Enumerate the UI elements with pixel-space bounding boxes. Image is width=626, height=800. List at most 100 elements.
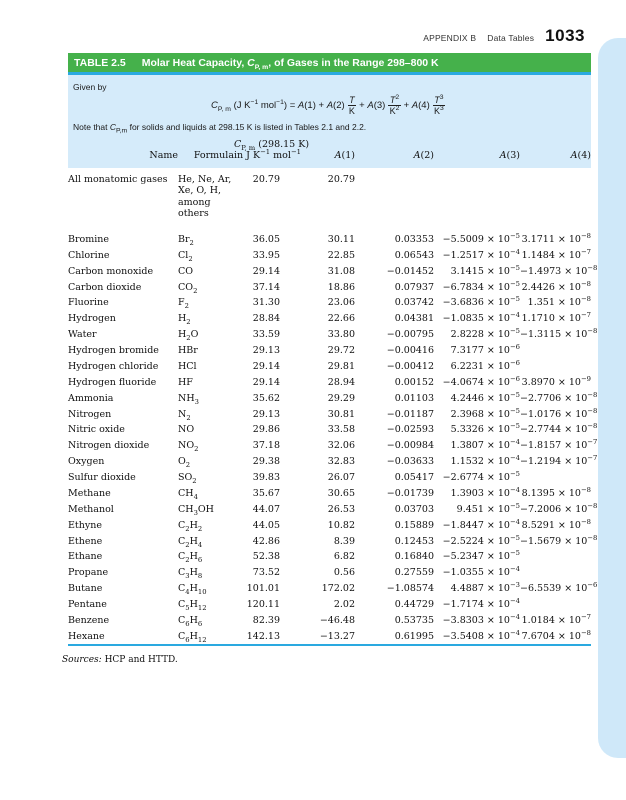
heat-capacity-equation: CP, m (J K−1 mol−1) = A(1) + A(2) T K + … bbox=[73, 94, 583, 117]
cp-value: 33.59 bbox=[252, 329, 280, 341]
table-row: Benzene C6H6 82.39 −46.48 0.53735 −3.8303 × 1… bbox=[68, 613, 591, 629]
gas-formula: F2 bbox=[178, 297, 189, 311]
gas-formula: Br2 bbox=[178, 233, 194, 247]
table-label: TABLE 2.5 bbox=[74, 57, 126, 69]
section-label: Data Tables bbox=[487, 33, 535, 43]
a2-value: 0.15889 bbox=[394, 519, 434, 531]
gas-name: Butane bbox=[68, 583, 103, 595]
a4-value: 7.6704 × 10−8 bbox=[521, 628, 591, 642]
a1-value: −13.27 bbox=[319, 630, 355, 642]
a4-value: 1.0184 × 10−7 bbox=[521, 612, 591, 626]
a2-value: 0.01103 bbox=[394, 392, 434, 404]
gas-formula: H2 bbox=[178, 313, 191, 327]
a3-value: −3.8303 × 10−4 bbox=[442, 612, 520, 626]
heat-capacity-table: Name Formula CP, m (298.15 K) in J K−1 m… bbox=[68, 136, 598, 647]
a3-value: 9.451 × 10−5 bbox=[456, 501, 520, 515]
cp-value: 28.84 bbox=[252, 313, 280, 325]
a2-value: −0.00416 bbox=[386, 345, 434, 356]
cp-value: 35.67 bbox=[252, 487, 280, 499]
a3-value bbox=[434, 168, 520, 232]
a2-value: 0.05417 bbox=[394, 472, 434, 483]
a1-value: 20.79 bbox=[327, 173, 355, 185]
a3-value: −4.0674 × 10−6 bbox=[442, 374, 520, 388]
gas-formula: C3H8 bbox=[178, 567, 203, 581]
a1-value: 31.08 bbox=[327, 265, 355, 277]
gas-formula: CH3OH bbox=[178, 503, 214, 517]
gas-name: Nitrogen dioxide bbox=[68, 440, 150, 452]
gas-formula: C6H6 bbox=[178, 614, 203, 628]
a3-value: −5.2347 × 10−5 bbox=[442, 549, 520, 563]
a3-value: −3.5408 × 10−4 bbox=[442, 628, 520, 642]
a4-value bbox=[520, 168, 591, 232]
cp-value: 37.14 bbox=[252, 281, 280, 293]
a4-value: −1.3115 × 10−8 bbox=[520, 326, 598, 341]
table-row: Sulfur dioxide SO2 39.83 26.07 0.05417 −2.677… bbox=[68, 470, 591, 486]
cp-value: 120.11 bbox=[246, 599, 280, 610]
equation-fraction-3: T3 K3 bbox=[432, 94, 446, 117]
a4-value: 2.4426 × 10−8 bbox=[521, 279, 591, 293]
gas-name: Pentane bbox=[68, 599, 107, 610]
table-row: Nitric oxide NO 29.86 33.58 −0.02593 5.3326 ×… bbox=[68, 422, 597, 438]
a4-value bbox=[520, 343, 591, 359]
a1-value: 33.58 bbox=[327, 424, 355, 436]
a4-value: 1.1710 × 10−7 bbox=[521, 311, 591, 325]
gas-formula: NO2 bbox=[178, 440, 199, 454]
a1-value: 8.39 bbox=[333, 535, 355, 547]
table-row: Carbon monoxide CO 29.14 31.08 −0.01452 3.141… bbox=[68, 263, 597, 279]
gas-formula: HBr bbox=[178, 345, 198, 356]
gas-name: Hydrogen bromide bbox=[68, 345, 159, 356]
table-row: Pentane C5H12 120.11 2.02 0.44729 −1.7174 × 1… bbox=[68, 597, 591, 613]
a4-value: 1.351 × 10−8 bbox=[527, 295, 591, 309]
cp-value: 44.05 bbox=[252, 519, 280, 531]
cp-value: 29.14 bbox=[252, 376, 280, 388]
cp-value: 29.14 bbox=[252, 265, 280, 277]
table-row: Bromine Br2 36.05 30.11 0.03353 −5.5009 × 10−… bbox=[68, 232, 591, 248]
gas-name: Ethene bbox=[68, 535, 103, 547]
a1-value: 22.85 bbox=[327, 249, 355, 261]
a3-value: −3.6836 × 10−5 bbox=[442, 295, 520, 309]
column-header-a4: A(4) bbox=[570, 149, 591, 161]
a4-value: −2.7706 × 10−8 bbox=[520, 390, 598, 404]
a1-value: 32.83 bbox=[327, 456, 355, 468]
a2-value: −0.00984 bbox=[386, 440, 434, 452]
gas-name: Methane bbox=[68, 487, 111, 499]
cp-value: 142.13 bbox=[246, 630, 280, 642]
table-row: Carbon dioxide CO2 37.14 18.86 0.07937 −6.783… bbox=[68, 279, 591, 295]
a3-value: 7.3177 × 10−6 bbox=[450, 342, 520, 356]
gas-name: Hexane bbox=[68, 630, 105, 642]
running-head: APPENDIX B Data Tables 1033 bbox=[423, 26, 585, 46]
table-2-5: TABLE 2.5 Molar Heat Capacity, CP, m, of… bbox=[62, 53, 598, 665]
gas-name: Benzene bbox=[68, 614, 110, 626]
a1-value: 29.29 bbox=[327, 392, 355, 404]
a2-value: −0.03633 bbox=[386, 456, 434, 468]
a3-value: −1.7174 × 10−4 bbox=[442, 596, 520, 610]
a2-value: 0.07937 bbox=[394, 281, 434, 293]
gas-formula: Cl2 bbox=[178, 249, 193, 263]
gas-formula: CH4 bbox=[178, 487, 198, 501]
a4-value: −1.2194 × 10−7 bbox=[520, 453, 598, 468]
cp-value: 36.05 bbox=[252, 233, 280, 245]
a2-value: 0.27559 bbox=[394, 567, 434, 579]
cp-value: 29.13 bbox=[252, 345, 280, 356]
a2-value: 0.16840 bbox=[394, 551, 434, 563]
sources-note: Sources: HCP and HTTD. bbox=[62, 655, 178, 666]
a1-value: 28.94 bbox=[327, 376, 355, 388]
gas-formula: HF bbox=[178, 376, 193, 388]
table-row: Ethane C2H6 52.38 6.82 0.16840 −5.2347 × 10−5 bbox=[68, 549, 591, 565]
gas-formula: C2H4 bbox=[178, 535, 203, 549]
a3-value: 1.3807 × 10−4 bbox=[450, 438, 520, 452]
a3-value: 4.2446 × 10−5 bbox=[450, 390, 520, 404]
a1-value: 29.72 bbox=[327, 345, 355, 356]
a4-value bbox=[520, 470, 591, 486]
gas-name: Nitric oxide bbox=[68, 424, 125, 436]
gas-name: Propane bbox=[68, 567, 109, 579]
gas-name: Chlorine bbox=[68, 249, 110, 261]
a3-value: 1.3903 × 10−4 bbox=[450, 485, 520, 499]
a2-value: 0.03353 bbox=[394, 233, 434, 245]
table-row: Hydrogen chloride HCl 29.14 29.81 −0.00412 6.… bbox=[68, 359, 591, 375]
a1-value: 26.07 bbox=[327, 472, 355, 483]
page-number: 1033 bbox=[545, 26, 585, 45]
column-header-a1: A(1) bbox=[334, 149, 355, 161]
table-row: Hexane C6H12 142.13 −13.27 0.61995 −3.5408 × … bbox=[68, 629, 591, 646]
table-row: Nitrogen N2 29.13 30.81 −0.01187 2.3968 × 10−… bbox=[68, 406, 597, 422]
